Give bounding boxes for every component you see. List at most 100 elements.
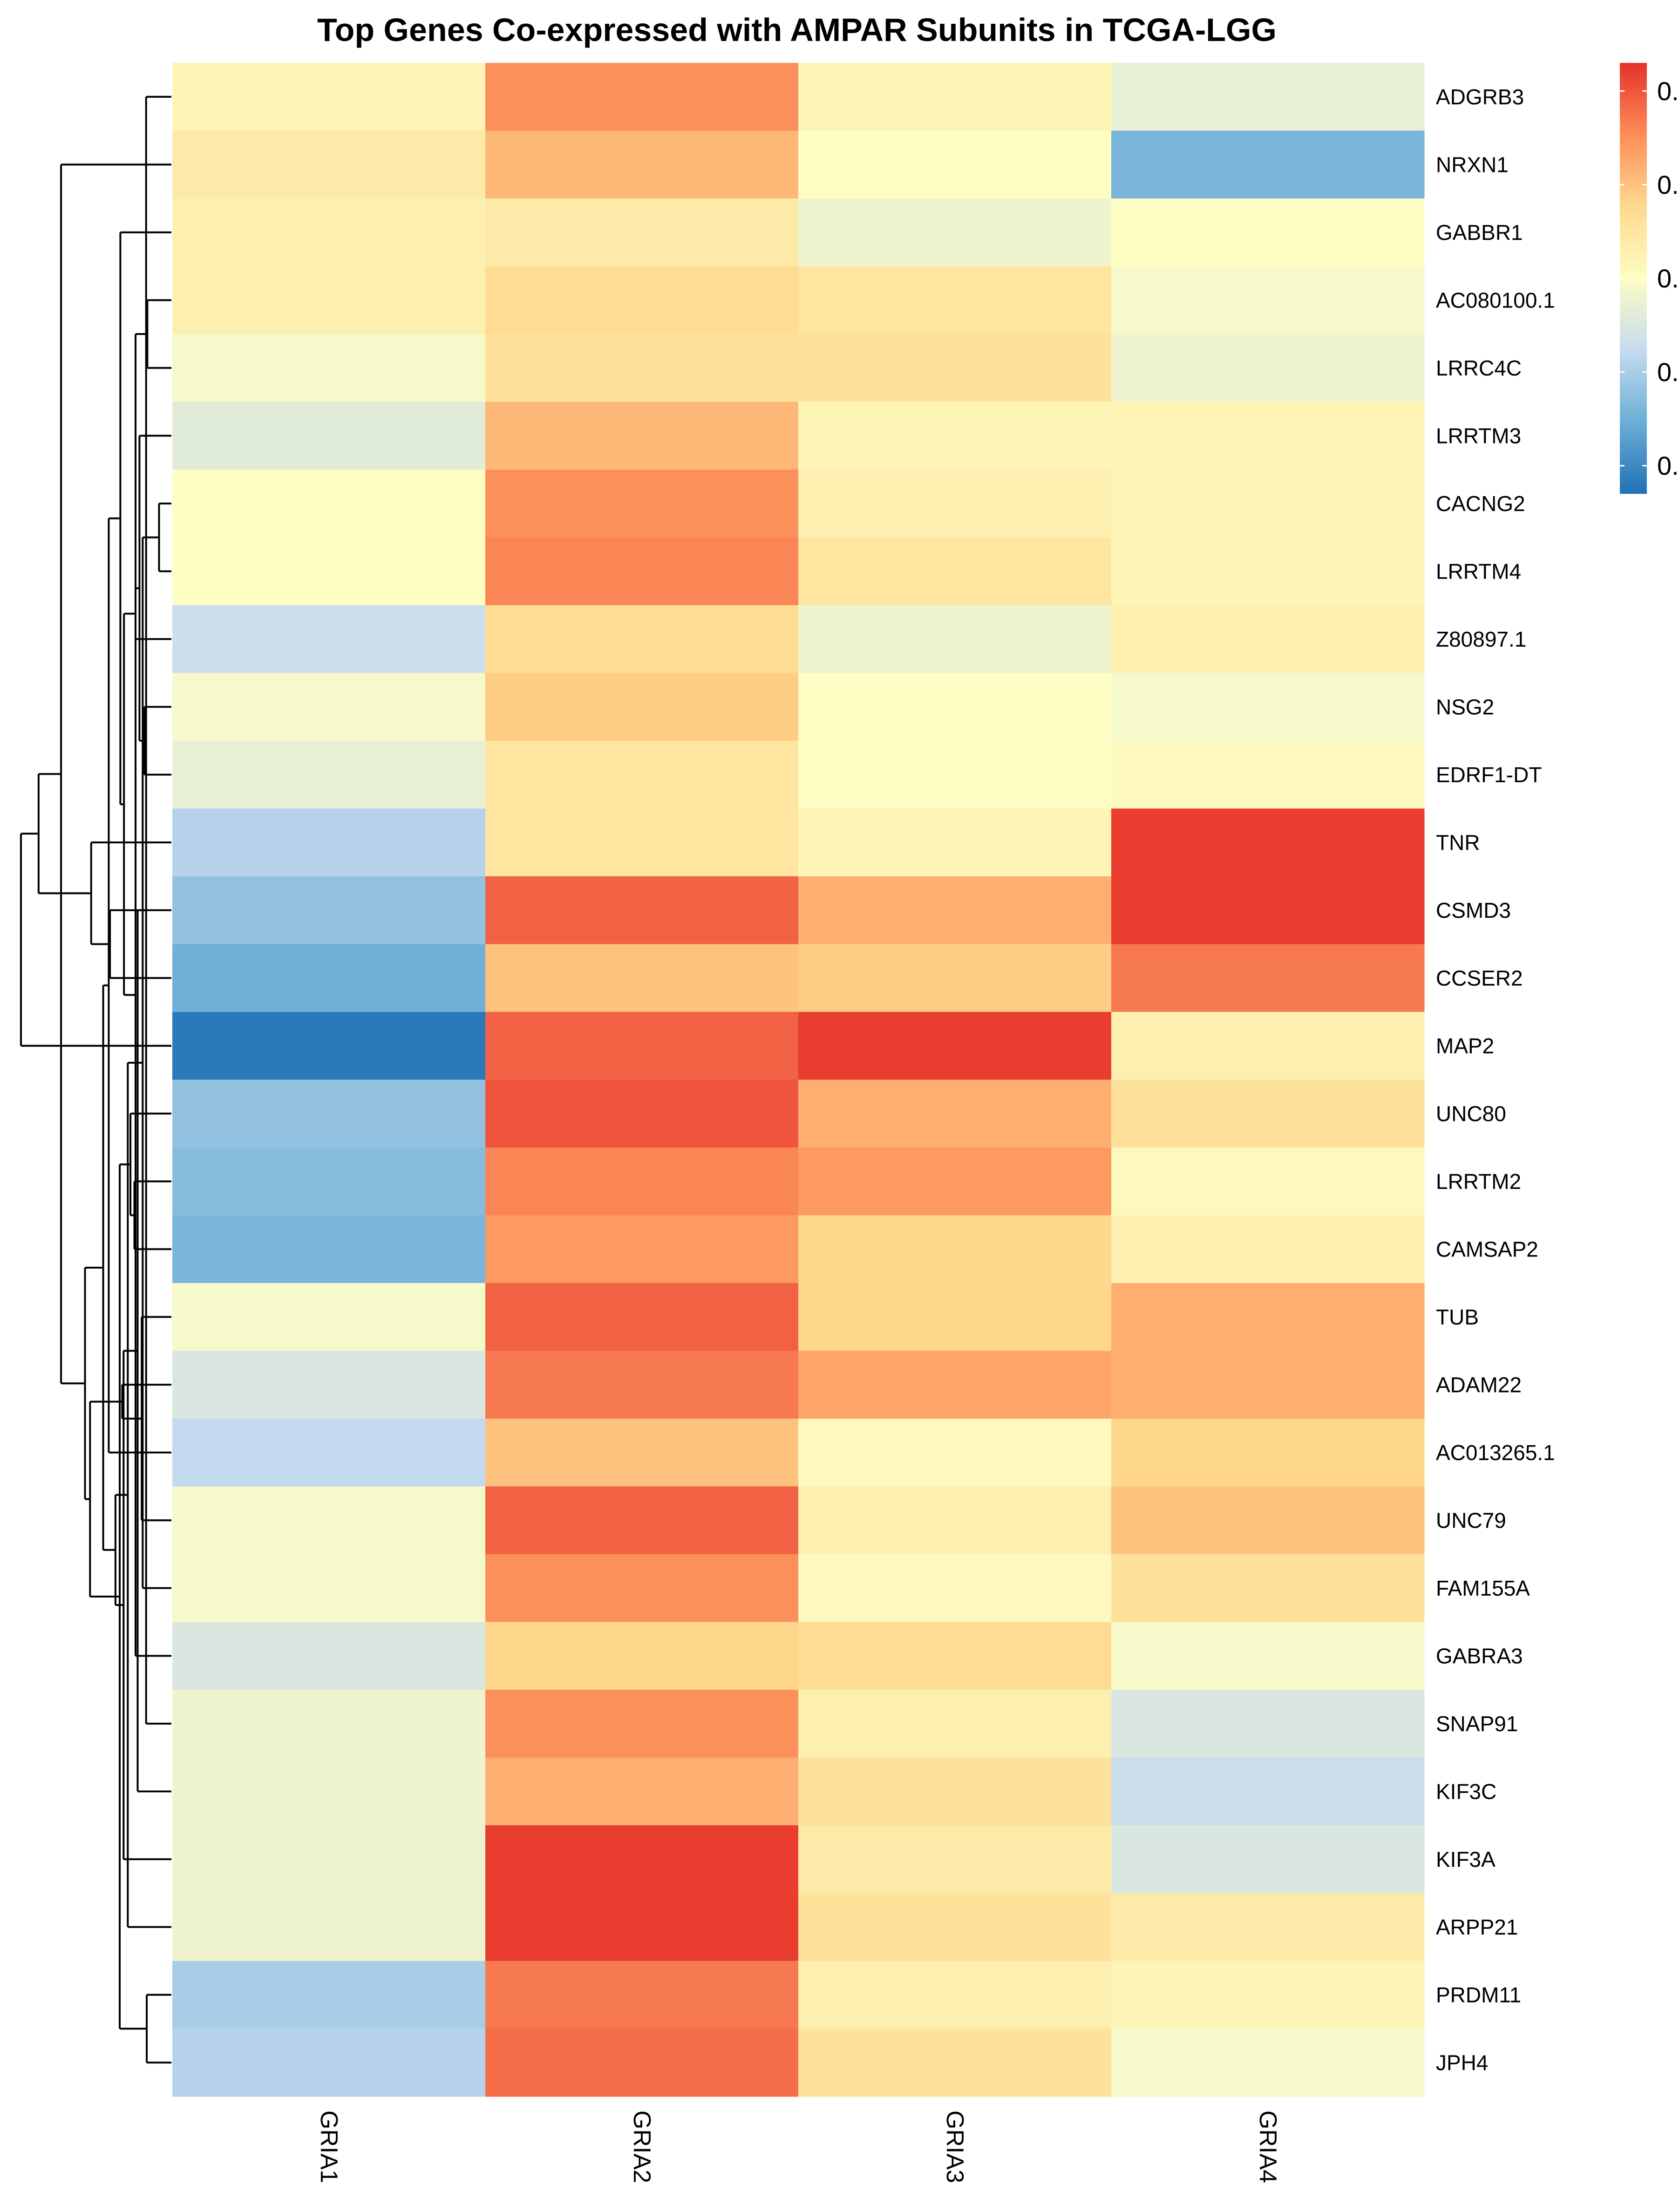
- heatmap-cell: [1111, 673, 1425, 741]
- colorbar-tick-label: 0.5: [1657, 264, 1679, 293]
- heatmap-cell: [485, 876, 799, 945]
- heatmap-cell: [172, 673, 486, 741]
- column-label: GRIA1: [315, 2110, 342, 2183]
- row-label: KIF3C: [1436, 1779, 1496, 1803]
- heatmap-cell: [1111, 1351, 1425, 1419]
- heatmap-cell: [172, 1825, 486, 1894]
- heatmap-cell: [485, 1690, 799, 1758]
- chart-title: Top Genes Co-expressed with AMPAR Subuni…: [317, 12, 1277, 48]
- heatmap-cell: [172, 1012, 486, 1080]
- heatmap-cell: [172, 1351, 486, 1419]
- heatmap-cell: [485, 944, 799, 1012]
- heatmap-cell: [798, 741, 1112, 809]
- heatmap-cell: [485, 334, 799, 403]
- heatmap-cell: [172, 198, 486, 267]
- heatmap-cell: [798, 1012, 1112, 1080]
- heatmap-cell: [798, 266, 1112, 335]
- heatmap-cell: [1111, 1215, 1425, 1284]
- heatmap-cell: [1111, 402, 1425, 470]
- heatmap-cell: [172, 1147, 486, 1216]
- heatmap-cell: [1111, 1419, 1425, 1487]
- row-label: UNC80: [1436, 1101, 1506, 1126]
- row-label: CSMD3: [1436, 898, 1511, 922]
- heatmap-cell: [798, 1283, 1112, 1352]
- row-label: JPH4: [1436, 2050, 1488, 2075]
- heatmap-cell: [1111, 605, 1425, 674]
- heatmap-cell: [172, 1486, 486, 1555]
- heatmap-cell: [172, 402, 486, 470]
- colorbar-tick-label: 0.3: [1657, 451, 1679, 480]
- heatmap-cell: [798, 130, 1112, 199]
- heatmap-cell: [172, 1961, 486, 2029]
- heatmap-cell: [798, 1622, 1112, 1690]
- heatmap-cell: [172, 470, 486, 538]
- heatmap-cell: [485, 1283, 799, 1352]
- heatmap-cell: [1111, 1893, 1425, 1961]
- heatmap-cell: [798, 470, 1112, 538]
- heatmap-cell: [172, 1419, 486, 1487]
- heatmap-cell: [798, 1690, 1112, 1758]
- heatmap-cell: [1111, 1012, 1425, 1080]
- heatmap-cell: [1111, 2028, 1425, 2097]
- heatmap-cell: [798, 1893, 1112, 1961]
- row-label: SNAP91: [1436, 1712, 1518, 1736]
- heatmap-cell: [172, 130, 486, 199]
- heatmap-cell: [485, 1147, 799, 1216]
- heatmap-cell: [798, 673, 1112, 741]
- heatmap-cell: [798, 2028, 1112, 2097]
- row-label: NRXN1: [1436, 152, 1509, 177]
- heatmap-cell: [485, 470, 799, 538]
- heatmap-cell: [1111, 741, 1425, 809]
- heatmap-cell: [485, 537, 799, 606]
- heatmap-cell: [1111, 1554, 1425, 1623]
- colorbar-tick-label: 0.4: [1657, 357, 1679, 387]
- heatmap-cell: [172, 1757, 486, 1826]
- heatmap-cell: [485, 1825, 799, 1894]
- row-label: ARPP21: [1436, 1915, 1518, 1939]
- heatmap-cell: [1111, 1825, 1425, 1894]
- heatmap-cell: [172, 944, 486, 1012]
- heatmap-cell: [485, 1961, 799, 2029]
- heatmap-cell: [1111, 537, 1425, 606]
- heatmap-cell: [485, 402, 799, 470]
- heatmap-cell: [798, 537, 1112, 606]
- row-label: AC013265.1: [1436, 1441, 1555, 1465]
- heatmap-cell: [798, 1419, 1112, 1487]
- row-label: NSG2: [1436, 695, 1494, 719]
- row-label: LRRC4C: [1436, 356, 1522, 380]
- column-label: GRIA4: [1254, 2110, 1281, 2183]
- heatmap-cell: [1111, 63, 1425, 131]
- heatmap-cell: [485, 1757, 799, 1826]
- row-label: GABBR1: [1436, 220, 1523, 245]
- heatmap-cell: [172, 63, 486, 131]
- heatmap-cell: [1111, 1757, 1425, 1826]
- row-label: KIF3A: [1436, 1847, 1495, 1871]
- heatmap-cell: [485, 1079, 799, 1148]
- heatmap-cell: [798, 1079, 1112, 1148]
- heatmap-cell: [798, 1486, 1112, 1555]
- heatmap-cell: [798, 1554, 1112, 1623]
- heatmap-cell: [1111, 334, 1425, 403]
- row-label: TNR: [1436, 830, 1480, 854]
- heatmap-cell: [172, 1622, 486, 1690]
- row-dendrogram: [20, 96, 171, 2064]
- row-label: MAP2: [1436, 1034, 1494, 1058]
- heatmap-cell: [798, 1215, 1112, 1284]
- heatmap-cell: [1111, 1690, 1425, 1758]
- colorbar-tick-label: 0.7: [1657, 76, 1679, 106]
- color-legend: 0.3 0.4 0.5 0.6 0.7: [1620, 63, 1679, 494]
- row-label: EDRF1-DT: [1436, 763, 1542, 787]
- column-label: GRIA3: [941, 2110, 968, 2183]
- heatmap-cell: [485, 1215, 799, 1284]
- heatmap-cell: [1111, 1622, 1425, 1690]
- heatmap-cell: [485, 1622, 799, 1690]
- heatmap-cell: [172, 266, 486, 335]
- heatmap-cell: [1111, 130, 1425, 199]
- row-label: GABRA3: [1436, 1644, 1523, 1668]
- row-label: LRRTM2: [1436, 1169, 1521, 1194]
- heatmap-cell: [798, 1757, 1112, 1826]
- row-label: AC080100.1: [1436, 288, 1555, 312]
- heatmap-cell: [1111, 944, 1425, 1012]
- row-label: UNC79: [1436, 1508, 1506, 1532]
